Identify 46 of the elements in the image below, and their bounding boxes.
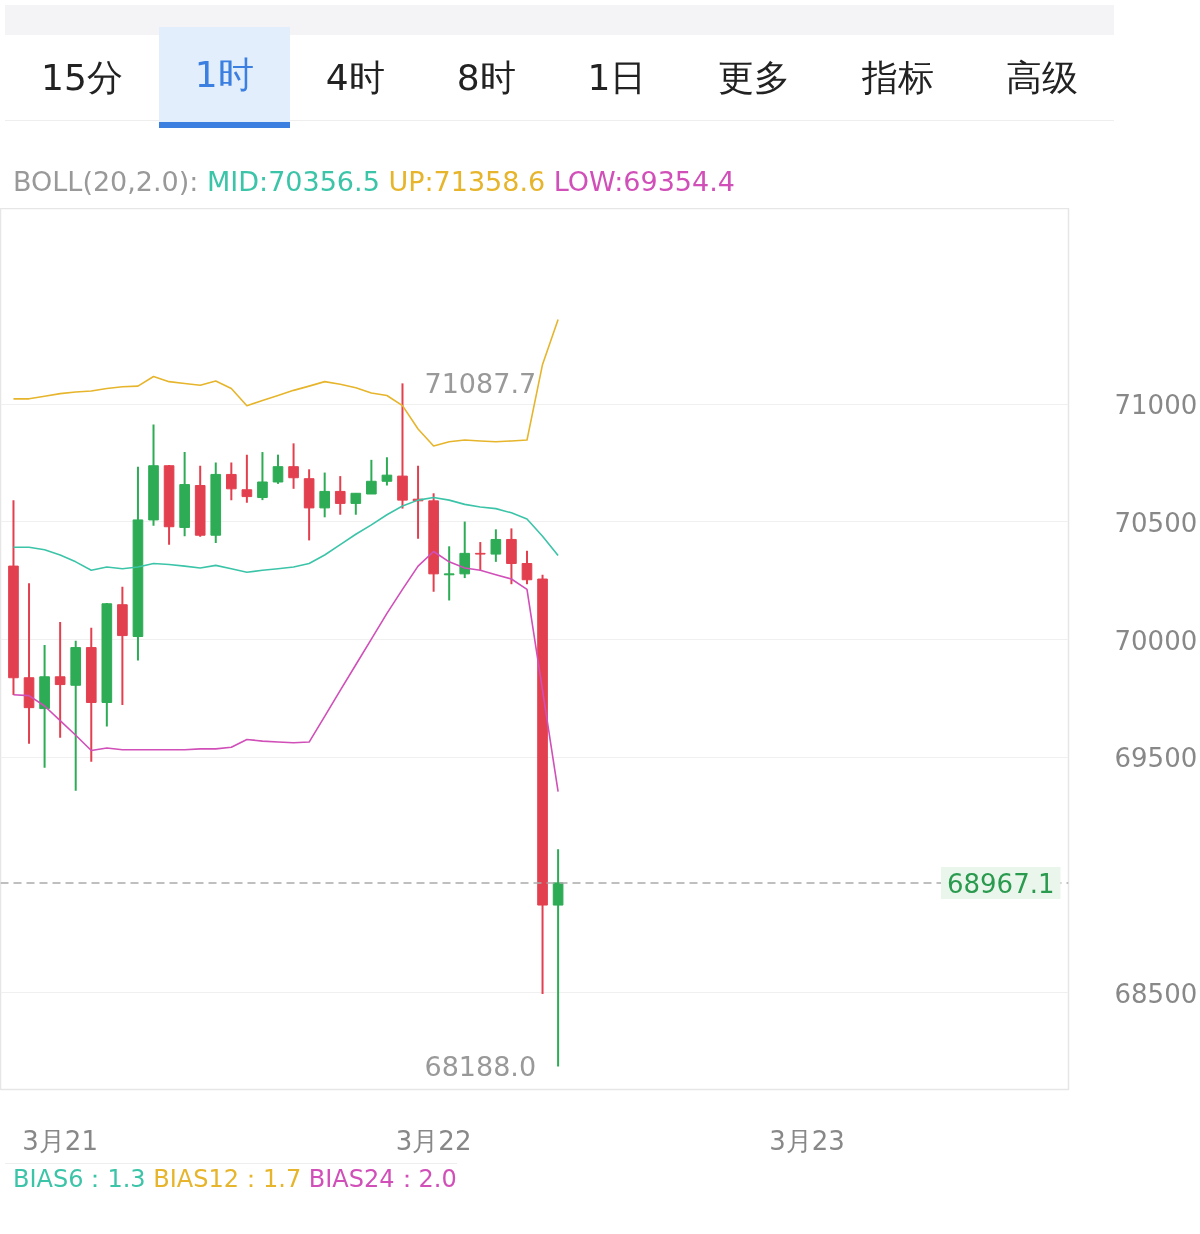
y-tick-label: 70000 xyxy=(1114,625,1198,656)
candlestick xyxy=(288,442,299,490)
text: 1日 xyxy=(586,55,648,100)
candlestick xyxy=(334,475,346,516)
candlestick xyxy=(350,492,362,516)
line-series xyxy=(12,550,559,793)
candlestick xyxy=(226,461,237,502)
text: 8时 xyxy=(455,55,517,100)
line-series xyxy=(12,318,559,447)
chart-title: BOLL(20,2.0): xyxy=(13,166,200,197)
ref-line-label: 68967.1 xyxy=(946,868,1055,899)
text: 1时 xyxy=(158,26,290,129)
x-tick-label: 3月21 xyxy=(22,1125,98,1156)
candlestick xyxy=(490,528,502,563)
text: 指标 xyxy=(861,55,936,100)
y-tick-label: 71000 xyxy=(1114,390,1198,421)
x-tick-label: 3月23 xyxy=(769,1125,845,1156)
candlestick xyxy=(54,620,66,739)
text: 更多 xyxy=(717,55,792,100)
y-tick-label: 70500 xyxy=(1114,507,1198,538)
candlestick xyxy=(257,451,268,502)
candlestick xyxy=(443,545,455,602)
text: BIAS24：2.0 xyxy=(308,1165,457,1193)
candlestick xyxy=(521,549,533,586)
text: UP:71358.6 xyxy=(388,166,547,197)
candlestick xyxy=(552,848,564,1068)
candlestick xyxy=(272,453,284,485)
annotation: 68188.0 xyxy=(424,1051,537,1083)
annotation: 71087.7 xyxy=(424,368,537,400)
y-tick-label: 69500 xyxy=(1114,743,1198,774)
text: 15分 xyxy=(40,55,124,100)
x-tick-label: 3月22 xyxy=(395,1125,472,1156)
candlestick xyxy=(459,520,471,580)
text: BIAS12：1.7 xyxy=(153,1165,303,1193)
candlestick xyxy=(474,541,486,572)
candlestick xyxy=(381,456,393,487)
candlestick xyxy=(319,471,331,519)
text: 高级 xyxy=(1005,55,1080,100)
text: LOW:69354.4 xyxy=(553,166,735,197)
line-series xyxy=(12,496,559,574)
candlestick xyxy=(366,458,377,495)
text: 4时 xyxy=(324,55,386,100)
y-tick-label: 68500 xyxy=(1114,978,1198,1009)
text: MID:70356.5 xyxy=(207,166,381,197)
text: BIAS6：1.3 xyxy=(13,1165,147,1193)
candlestick xyxy=(241,453,253,504)
